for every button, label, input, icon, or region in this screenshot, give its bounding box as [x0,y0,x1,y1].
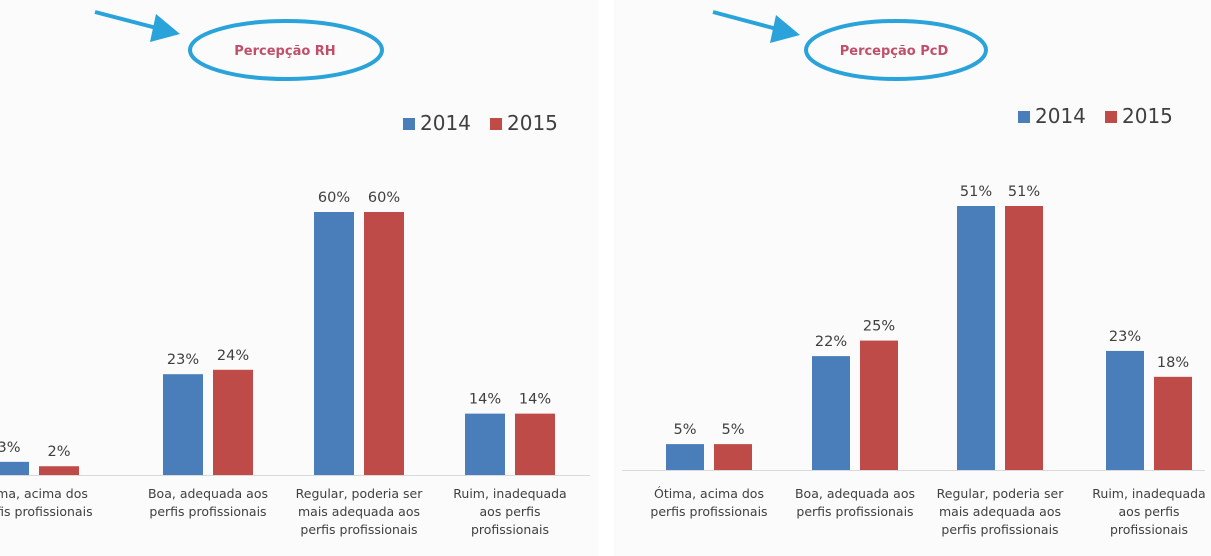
value-label-2014-1: 23% [167,352,199,368]
legend-swatch-2014 [403,118,415,130]
category-label-1-0: Boa, adequada aos [148,486,268,501]
bar-2015-1 [860,340,898,470]
category-label-3-1: aos perfis [1119,504,1180,519]
bar-2015-3 [515,413,555,475]
category-label-3-2: profissionais [471,522,549,537]
chart-title: Percepção PcD [840,44,949,59]
bar-2015-0 [714,444,752,470]
value-label-2014-1: 22% [815,334,847,350]
category-label-3-2: profissionais [1110,522,1188,537]
title-highlight-circle [804,19,988,81]
value-label-2014-0: 3% [0,440,21,456]
pointer-arrow-head [770,15,800,43]
category-label-3-0: Ruim, inadequada [1092,486,1205,501]
panel-divider [598,0,614,556]
bar-2015-0 [39,466,79,475]
category-label-1-1: perfis profissionais [149,504,266,519]
value-label-2015-2: 60% [368,190,400,206]
legend-swatch-2015 [1105,111,1117,123]
bar-2015-2 [1005,206,1043,470]
value-label-2014-3: 14% [469,392,501,408]
category-label-2-1: mais adequada aos [298,504,420,519]
category-label-1-1: perfis profissionais [796,504,913,519]
bar-2014-1 [163,374,203,475]
bar-2014-2 [957,206,995,470]
bar-2014-1 [812,356,850,470]
bar-2014-2 [314,212,354,475]
value-label-2014-2: 60% [318,190,350,206]
category-label-1-0: Boa, adequada aos [795,486,915,501]
legend-swatch-2014 [1018,111,1030,123]
category-label-0-0: ótima, acima dos [0,486,88,501]
value-label-2015-3: 18% [1157,355,1189,371]
category-label-3-1: aos perfis [480,504,541,519]
category-label-0-1: perfis profissionais [0,504,93,519]
category-label-2-0: Regular, poderia ser [296,486,424,501]
category-label-2-1: mais adequada aos [939,504,1061,519]
bar-2014-3 [1106,350,1144,470]
value-label-2015-0: 2% [47,444,70,460]
pointer-arrow-head [150,14,180,42]
category-label-2-0: Regular, poderia ser [937,486,1065,501]
category-label-2-2: perfis profissionais [300,522,417,537]
category-label-0-0: Ótima, acima dos [654,486,764,501]
bar-2014-0 [666,444,704,470]
bar-2015-2 [364,212,404,475]
chart-rh: Percepção RH 2014 2015 3% 2% ótima, acima dos… [0,10,590,537]
value-label-2014-2: 51% [960,184,992,200]
category-label-3-0: Ruim, inadequada [453,486,566,501]
chart-pcd: Percepção PcD 2014 2015 5% 5% Ótima, acima do… [622,10,1206,537]
bar-2015-1 [213,369,253,475]
value-label-2015-0: 5% [721,422,744,438]
value-label-2015-1: 25% [863,319,895,335]
value-label-2015-3: 14% [519,392,551,408]
legend-label-2015: 2015 [507,111,558,135]
bar-2014-3 [465,413,505,475]
value-label-2015-1: 24% [217,348,249,364]
chart-title: Percepção RH [234,44,335,59]
value-label-2014-0: 5% [673,422,696,438]
bar-2015-3 [1154,376,1192,470]
legend-label-2015: 2015 [1122,104,1173,128]
category-label-2-2: perfis profissionais [941,522,1058,537]
legend-label-2014: 2014 [420,111,471,135]
legend-label-2014: 2014 [1035,104,1086,128]
value-label-2015-2: 51% [1008,184,1040,200]
title-highlight-circle [188,19,384,81]
legend-swatch-2015 [490,118,502,130]
bar-2014-0 [0,461,29,475]
value-label-2014-3: 23% [1109,329,1141,345]
category-label-0-1: perfis profissionais [650,504,767,519]
